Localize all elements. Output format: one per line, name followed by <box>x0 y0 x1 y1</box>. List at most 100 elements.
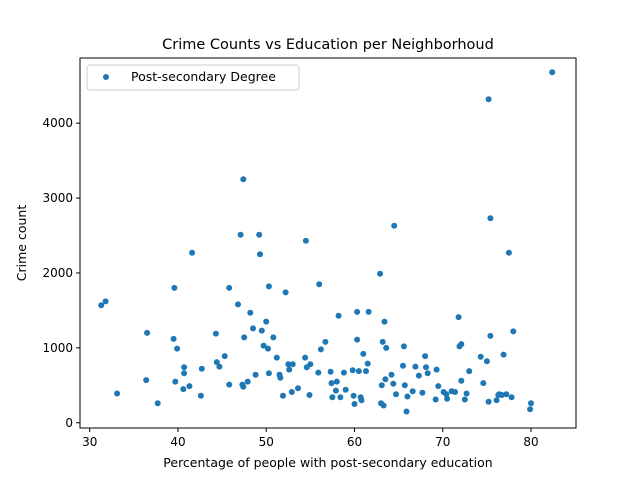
data-point <box>549 69 556 76</box>
data-point <box>354 336 361 343</box>
data-point <box>435 383 442 390</box>
data-point <box>463 390 470 397</box>
data-point <box>212 330 219 337</box>
data-point <box>390 380 397 387</box>
data-point <box>197 392 204 399</box>
data-point <box>458 377 465 384</box>
x-axis-ticks: 30 40 50 60 70 80 <box>82 428 539 449</box>
data-point <box>295 385 301 392</box>
data-point <box>322 338 329 345</box>
data-point <box>235 301 241 308</box>
data-point <box>452 389 459 395</box>
data-point <box>364 360 371 367</box>
y-tick-label: 2000 <box>42 266 73 280</box>
data-point <box>483 358 490 365</box>
data-point <box>383 344 390 351</box>
data-point <box>351 401 358 407</box>
data-point <box>380 402 387 409</box>
data-point <box>237 231 244 238</box>
data-point <box>258 327 265 334</box>
x-tick-label: 80 <box>523 435 538 449</box>
data-point <box>263 318 270 325</box>
data-point <box>527 406 534 413</box>
data-point <box>328 380 335 387</box>
data-point <box>181 370 188 377</box>
data-point <box>391 222 398 229</box>
data-point <box>412 363 419 370</box>
data-point <box>349 367 356 374</box>
data-point <box>240 383 247 390</box>
data-point <box>181 364 188 371</box>
data-point <box>317 346 324 353</box>
data-point <box>505 249 512 256</box>
data-point <box>98 302 105 309</box>
data-point <box>360 350 367 357</box>
data-point <box>332 387 339 394</box>
data-point <box>477 353 484 360</box>
y-tick-label: 4000 <box>42 116 73 130</box>
data-point <box>257 251 263 258</box>
data-point <box>180 386 187 393</box>
data-point <box>432 396 439 403</box>
data-point <box>510 328 517 335</box>
legend-box <box>86 64 300 91</box>
data-point <box>487 215 494 222</box>
axes-frame <box>79 57 577 429</box>
data-point <box>288 389 295 395</box>
data-point <box>213 359 220 366</box>
data-point <box>480 380 487 387</box>
legend-label: Post-secondary Degree <box>131 69 276 84</box>
data-point <box>226 381 233 388</box>
data-point <box>485 398 492 405</box>
data-point <box>265 283 272 290</box>
data-point <box>500 351 507 358</box>
data-point <box>379 338 386 345</box>
y-tick-label: 0 <box>65 416 73 430</box>
y-tick-label: 3000 <box>42 191 73 205</box>
data-point <box>144 329 151 336</box>
data-point <box>198 365 205 372</box>
data-point <box>444 395 451 402</box>
data-point <box>289 361 296 368</box>
data-point <box>393 391 399 398</box>
data-point <box>143 377 150 384</box>
chart-title: Crime Counts vs Education per Neighborho… <box>162 37 494 53</box>
data-point <box>189 249 196 256</box>
data-point <box>458 341 465 348</box>
x-tick-label: 50 <box>259 435 274 449</box>
data-point <box>508 394 515 401</box>
data-point <box>265 345 271 352</box>
data-point <box>354 308 361 315</box>
data-point <box>365 308 372 315</box>
data-point <box>355 368 362 375</box>
legend: Post-secondary Degree <box>86 64 300 91</box>
x-tick-label: 30 <box>82 435 97 449</box>
data-point <box>316 281 323 288</box>
data-point <box>170 335 177 342</box>
plot-area <box>98 69 556 415</box>
data-point <box>342 386 349 393</box>
data-point <box>329 394 336 401</box>
data-point <box>423 364 429 371</box>
data-point <box>378 382 385 389</box>
data-point <box>382 376 389 383</box>
data-point <box>400 343 407 350</box>
data-point <box>172 378 179 385</box>
data-point <box>415 372 422 379</box>
data-point <box>171 284 178 291</box>
data-point <box>401 382 408 389</box>
data-point <box>302 354 309 361</box>
data-point <box>221 353 228 360</box>
y-tick-label: 1000 <box>42 341 73 355</box>
data-point <box>256 231 263 238</box>
data-point <box>350 392 357 399</box>
data-point <box>270 334 277 341</box>
data-point <box>358 397 365 404</box>
data-point <box>306 392 313 398</box>
data-point <box>277 374 284 381</box>
data-point <box>404 393 411 400</box>
x-tick-label: 70 <box>435 435 450 449</box>
data-point <box>285 361 292 368</box>
data-point <box>247 309 254 316</box>
